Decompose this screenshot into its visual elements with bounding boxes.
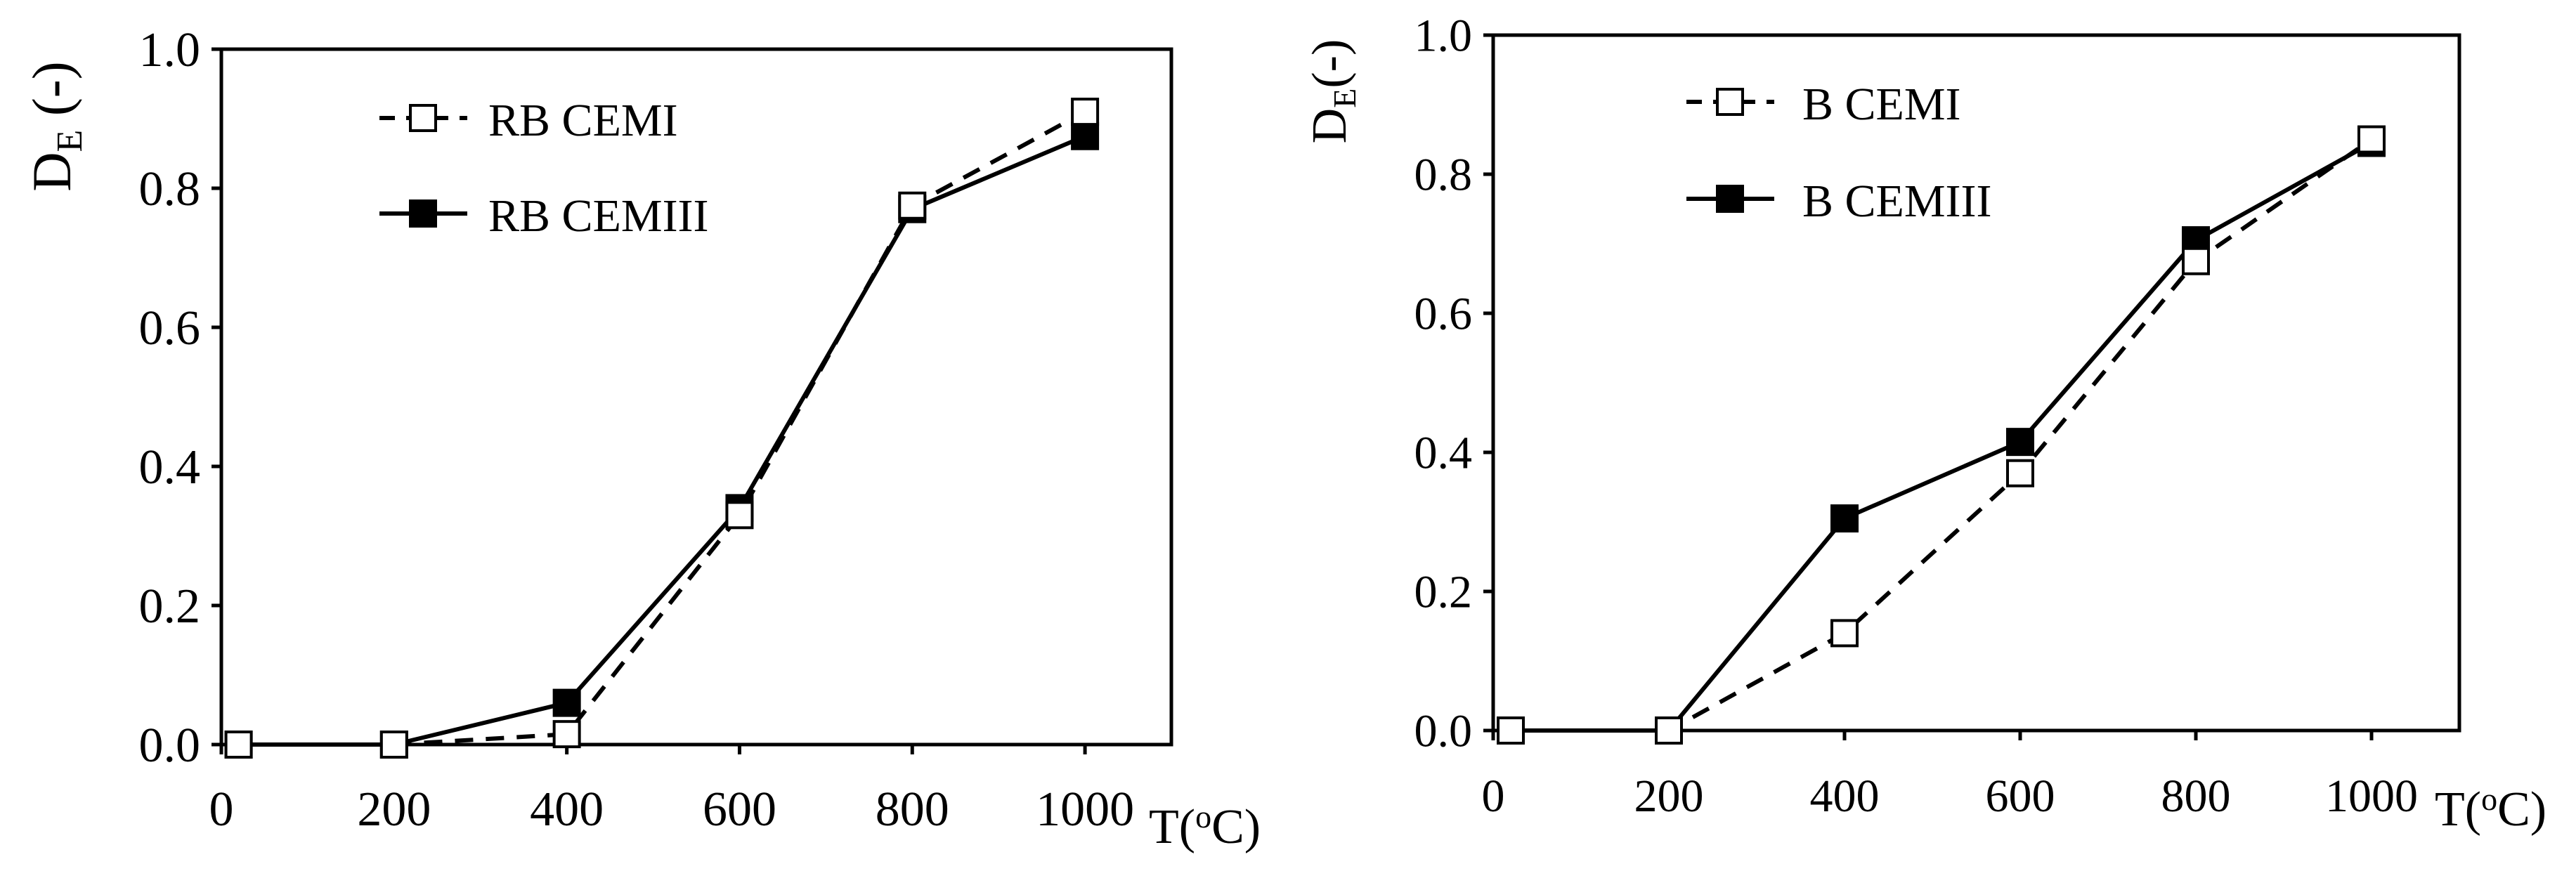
data-point-b-cemi-5 — [2357, 125, 2386, 154]
legend-label-rb-cemi: RB CEMI — [488, 95, 678, 146]
data-point-b-cemiii-3 — [2006, 428, 2034, 457]
x-tick-label-left-4: 800 — [876, 782, 949, 837]
data-point-b-cemi-3 — [2006, 459, 2034, 487]
legend-marker-b-cemi — [1716, 88, 1744, 116]
y-tick-label-left-2: 0.4 — [139, 440, 201, 495]
legend-label-b-cemiii: B CEMIII — [1802, 176, 1991, 227]
plot-frame-left — [219, 47, 1173, 747]
legend-entry-rb-cemiii: RB CEMIII — [379, 190, 709, 242]
y-axis-label-right: DE(-) — [1303, 39, 1362, 144]
y-tick-label-left-0: 0.0 — [139, 719, 201, 773]
data-point-b-cemi-4 — [2182, 247, 2210, 275]
series-lines-left — [238, 110, 1086, 747]
x-tick-label-right-0: 0 — [1482, 771, 1505, 822]
y-tick-label-right-1: 0.2 — [1414, 566, 1473, 617]
y-tick-label-right-0: 0.0 — [1414, 705, 1473, 757]
y-tick-label-right-4: 0.8 — [1414, 149, 1473, 200]
data-point-rb-cemi-3 — [725, 501, 754, 530]
legend-right: B CEMI B CEMIII — [1686, 79, 1991, 227]
series-lines-right — [1511, 138, 2373, 733]
legend-entry-rb-cemi: RB CEMI — [379, 95, 678, 146]
data-point-rb-cemi-5 — [1071, 98, 1100, 126]
legend-entry-b-cemiii: B CEMIII — [1686, 176, 1991, 227]
x-tick-label-left-5: 1000 — [1036, 782, 1134, 837]
x-tick-label-right-2: 400 — [1810, 771, 1880, 822]
data-point-rb-cemiii-5 — [1071, 122, 1100, 150]
data-point-b-cemi-0 — [1497, 716, 1525, 745]
legend-marker-rb-cemiii — [409, 199, 437, 228]
y-tick-label-right-5: 1.0 — [1414, 10, 1473, 61]
data-point-b-cemiii-2 — [1830, 504, 1859, 533]
series-markers-left — [224, 98, 1100, 759]
x-tick-label-right-1: 200 — [1634, 771, 1704, 822]
data-point-b-cemi-1 — [1655, 716, 1683, 745]
data-point-b-cemi-2 — [1830, 619, 1859, 648]
y-tick-label-left-1: 0.2 — [139, 579, 201, 634]
legend-label-b-cemi: B CEMI — [1802, 79, 1961, 130]
y-tick-labels-left: 0.0 0.2 0.4 0.6 0.8 1.0 — [139, 23, 201, 773]
y-tick-label-left-4: 0.8 — [139, 162, 201, 216]
legend-marker-b-cemiii — [1716, 185, 1744, 213]
legend-entry-b-cemi: B CEMI — [1686, 79, 1961, 130]
y-tick-label-right-2: 0.4 — [1414, 427, 1473, 478]
y-tick-labels-right: 0.0 0.2 0.4 0.6 0.8 1.0 — [1414, 10, 1473, 757]
x-tick-label-left-3: 600 — [703, 782, 776, 837]
data-point-rb-cemiii-2 — [552, 688, 581, 717]
legend-left: RB CEMI RB CEMIII — [379, 95, 709, 242]
plot-frame-right — [1491, 33, 2461, 733]
x-tick-label-right-5: 1000 — [2325, 771, 2418, 822]
x-tick-label-left-2: 400 — [530, 782, 604, 837]
series-line-b-cemiii — [1511, 140, 2373, 733]
y-tick-label-left-5: 1.0 — [139, 23, 201, 77]
x-axis-label-right: T(oC) — [2435, 781, 2546, 837]
x-tick-label-right-3: 600 — [1986, 771, 2055, 822]
data-point-rb-cemi-4 — [898, 191, 927, 220]
x-tick-label-left-0: 0 — [209, 782, 234, 837]
y-axis-label-left: DE (-) — [21, 61, 90, 192]
y-tick-label-right-3: 0.6 — [1414, 288, 1473, 339]
series-line-rb-cemiii — [238, 134, 1086, 747]
legend-marker-rb-cemi — [409, 104, 437, 132]
x-tick-labels-left: 0 200 400 600 800 1000 — [209, 782, 1135, 837]
legend-label-rb-cemiii: RB CEMIII — [488, 190, 709, 242]
data-point-rb-cemi-1 — [379, 731, 408, 759]
x-tick-labels-right: 0 200 400 600 800 1000 — [1482, 771, 2419, 822]
chart-right: 0.0 0.2 0.4 0.6 0.8 1.0 0 200 400 600 800 1000 DE(… — [1303, 10, 2546, 837]
y-tick-label-left-3: 0.6 — [139, 301, 201, 355]
x-tick-label-right-4: 800 — [2161, 771, 2231, 822]
x-tick-label-left-1: 200 — [357, 782, 431, 837]
chart-left: 0.0 0.2 0.4 0.6 0.8 1.0 0 200 400 600 800 1000 DE … — [21, 23, 1261, 854]
x-axis-label-left: T(oC) — [1149, 799, 1261, 854]
data-point-rb-cemi-0 — [224, 731, 253, 759]
data-point-rb-cemi-2 — [552, 720, 581, 749]
series-markers-right — [1497, 125, 2386, 745]
